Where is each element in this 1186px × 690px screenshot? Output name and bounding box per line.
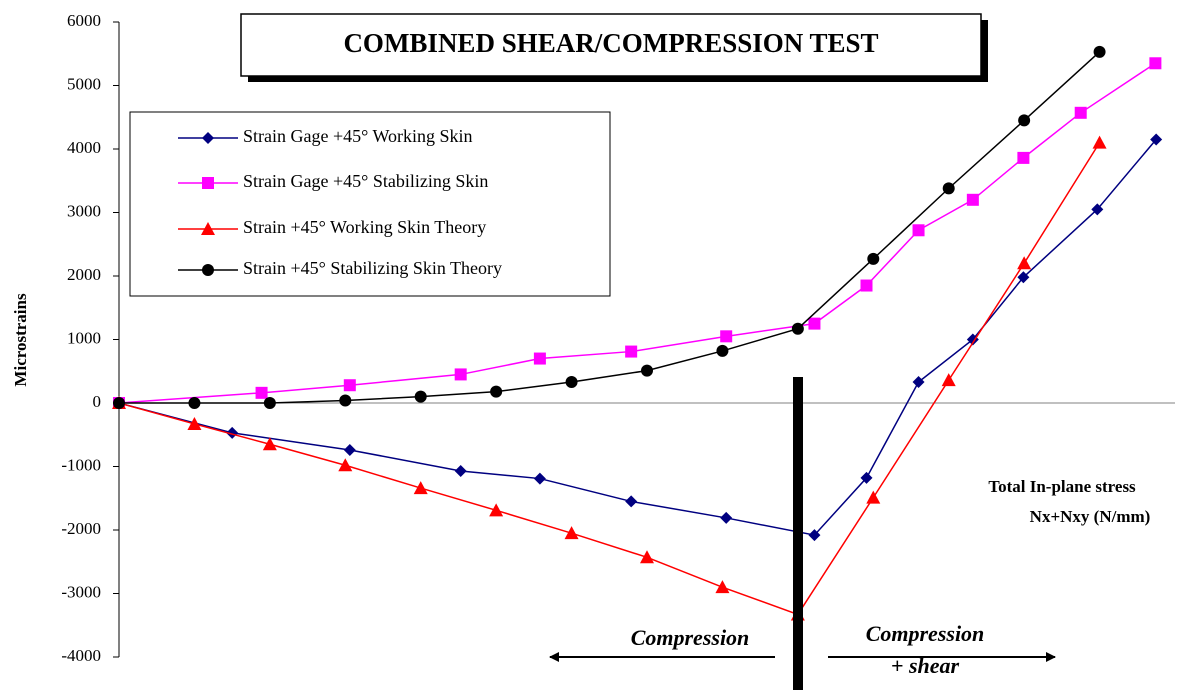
title-box	[240, 13, 982, 77]
y-tick-label: 0	[93, 392, 102, 411]
data-point	[641, 364, 653, 377]
data-point	[188, 397, 201, 409]
data-point	[343, 379, 356, 392]
data-point	[715, 580, 730, 594]
legend-label: Strain +45° Working Skin Theory	[243, 217, 486, 237]
chart-title: COMBINED SHEAR/COMPRESSION TEST	[343, 28, 878, 58]
data-point	[640, 550, 654, 564]
data-point	[1017, 271, 1030, 284]
data-point	[533, 472, 546, 485]
y-axis-label: Microstrains	[11, 293, 30, 387]
data-point	[187, 416, 202, 430]
data-point	[912, 224, 925, 237]
data-point	[565, 376, 578, 389]
y-tick-label: 1000	[67, 328, 101, 347]
data-point	[339, 394, 352, 407]
data-point	[454, 464, 467, 477]
data-point	[343, 443, 356, 456]
data-point	[1150, 133, 1163, 146]
data-point	[625, 495, 638, 508]
data-point	[966, 333, 979, 346]
data-point	[490, 385, 503, 398]
y-tick-label: 2000	[67, 265, 101, 284]
data-point	[1018, 114, 1031, 127]
data-point	[262, 437, 277, 451]
data-point	[1074, 106, 1087, 119]
data-point	[942, 182, 955, 195]
series-line	[118, 138, 1157, 536]
data-point	[808, 529, 821, 542]
data-point	[1091, 203, 1104, 216]
data-point	[808, 317, 821, 330]
y-tick-label: -1000	[61, 455, 101, 474]
series-line	[119, 51, 1101, 404]
legend-marker	[202, 177, 214, 189]
annotation: Nx+Nxy (N/mm)	[1030, 507, 1151, 526]
legend-label: Strain +45° Stabilizing Skin Theory	[243, 258, 502, 278]
series-line	[118, 142, 1101, 616]
data-point	[113, 397, 125, 409]
y-tick-label: -4000	[61, 646, 101, 665]
data-point	[860, 471, 873, 484]
data-point	[1017, 256, 1032, 270]
data-point	[454, 368, 467, 381]
data-point	[720, 511, 733, 524]
data-point	[866, 490, 881, 504]
data-point	[1092, 135, 1107, 149]
data-point	[966, 193, 979, 206]
legend-label: Strain Gage +45° Stabilizing Skin	[243, 171, 488, 191]
data-point	[413, 481, 428, 495]
data-point	[338, 458, 353, 472]
legend-label: Strain Gage +45° Working Skin	[243, 126, 473, 146]
annotation: Compression	[866, 621, 985, 646]
y-tick-label: 5000	[67, 74, 101, 93]
data-point	[1093, 45, 1106, 58]
data-point	[564, 526, 579, 540]
data-point	[1017, 151, 1030, 164]
data-point	[867, 252, 880, 265]
y-tick-label: -3000	[61, 582, 101, 601]
y-tick-label: 4000	[67, 138, 101, 157]
annotation: Total In-plane stress	[988, 477, 1136, 496]
divider	[793, 377, 803, 690]
y-tick-label: 6000	[67, 11, 101, 30]
data-point	[533, 352, 546, 365]
data-point	[489, 503, 504, 517]
legend-marker	[202, 264, 214, 276]
legend-marker	[201, 222, 215, 235]
data-point	[716, 344, 729, 357]
series-line	[118, 62, 1156, 404]
data-point	[414, 390, 427, 403]
data-point	[791, 322, 804, 335]
data-point	[941, 373, 956, 387]
data-point	[912, 376, 925, 389]
data-point	[263, 397, 276, 409]
data-point	[1149, 57, 1162, 70]
y-tick-label: -2000	[61, 519, 101, 538]
annotation: Compression	[631, 625, 750, 650]
y-tick-label: 3000	[67, 201, 101, 220]
data-point	[720, 330, 733, 343]
data-point	[860, 279, 873, 292]
data-point	[226, 426, 239, 439]
data-point	[625, 345, 638, 358]
legend-marker	[202, 132, 214, 144]
data-point	[255, 386, 268, 399]
